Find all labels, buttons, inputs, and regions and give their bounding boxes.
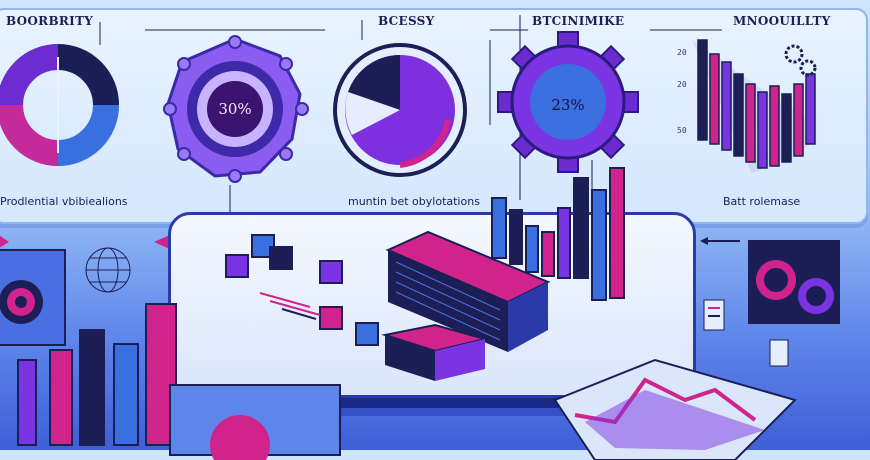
header-1: BOORBRITY <box>6 14 94 28</box>
document-list <box>703 299 789 367</box>
gear-gauge-icon <box>497 31 639 173</box>
pie-chart-icon <box>333 43 467 177</box>
storage-boxes <box>381 323 489 381</box>
arrow-icon <box>700 237 740 245</box>
tick-label: 50 <box>677 126 687 135</box>
bar-chart-icon <box>692 39 816 174</box>
header-2: BCESSY <box>378 14 435 28</box>
gauge-right-value: 23% <box>551 96 585 114</box>
donut-chart-icon <box>0 44 119 166</box>
arrow-icon <box>154 234 172 250</box>
donut-panel <box>748 240 840 324</box>
platform-items <box>225 234 379 346</box>
caption-left: Prodlential vbibiealions <box>0 195 128 208</box>
header-3: BTCINIMIKE <box>532 14 625 28</box>
globe-icon <box>85 247 131 293</box>
tick-label: 20 <box>677 48 687 57</box>
caption-right: Batt rolemase <box>723 195 801 208</box>
header-4: MNOOUILLTY <box>733 14 831 28</box>
server-rack-icon <box>385 230 551 352</box>
small-gears-icon <box>784 44 817 77</box>
gear-panel <box>0 235 66 346</box>
bottom-card <box>169 384 341 460</box>
gauge-left-value: 30% <box>218 100 252 118</box>
gear-gauge-icon <box>163 35 309 183</box>
line-map-icon <box>553 358 797 460</box>
bar-chart-icon <box>491 167 625 301</box>
caption-middle: muntin bet obylotations <box>348 195 480 208</box>
tick-label: 20 <box>677 80 687 89</box>
